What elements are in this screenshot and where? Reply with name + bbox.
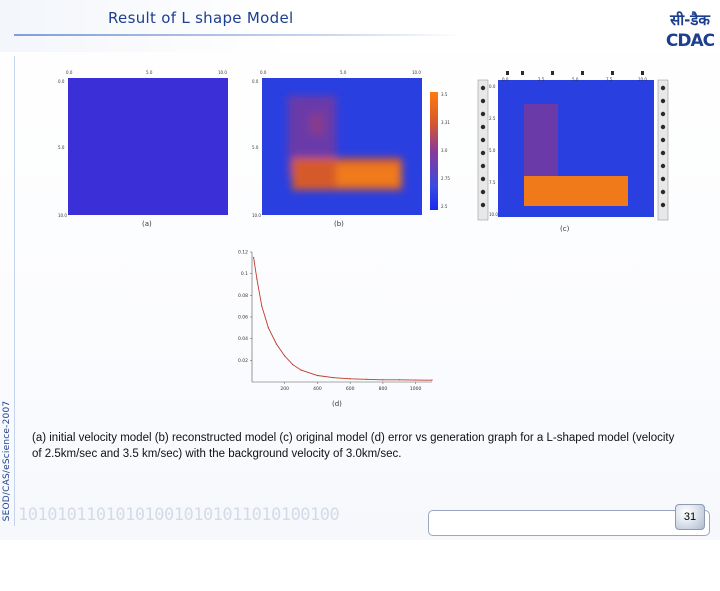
tick-label: 2.5 xyxy=(489,116,496,121)
y-tick-label: 0.04 xyxy=(238,336,248,342)
panel-a-field xyxy=(68,78,228,215)
data-point xyxy=(382,379,384,381)
tick-label: 10.0 xyxy=(252,213,261,218)
footer-binary-decoration: 101010110101010010101011010100100 xyxy=(18,505,340,525)
colorbar-tick: 3.0 xyxy=(441,148,448,153)
colorbar-tick: 3.5 xyxy=(441,92,448,97)
colorbar-gradient xyxy=(430,92,438,210)
data-point xyxy=(415,379,417,381)
tick-label: 10.0 xyxy=(412,70,421,75)
tick-label: 10.0 xyxy=(489,212,498,217)
y-tick-label: 0.02 xyxy=(238,358,248,364)
figure-caption: (a) initial velocity model (b) reconstru… xyxy=(32,432,675,460)
data-point xyxy=(253,256,255,259)
tick-label: 5.0 xyxy=(146,70,153,75)
data-point xyxy=(292,364,294,366)
receiver-markers-left xyxy=(477,79,489,221)
y-tick-label: 0.06 xyxy=(238,315,248,321)
tick-label: 0.0 xyxy=(489,84,496,89)
title-underline xyxy=(14,34,464,36)
tick-label: 5.0 xyxy=(572,77,579,82)
logo-latin: CDAC xyxy=(666,31,715,50)
x-tick-label: 400 xyxy=(313,386,322,392)
source-markers-top xyxy=(506,71,644,75)
panel-c-plot xyxy=(477,71,669,221)
data-point xyxy=(431,379,433,381)
panel-a-label: (a) xyxy=(142,220,152,228)
tick-label: 0.0 xyxy=(58,79,65,84)
data-point xyxy=(349,378,351,380)
colorbar-tick: 2.75 xyxy=(441,176,450,181)
slide-title: Result of L shape Model xyxy=(108,9,294,27)
tick-label: 5.0 xyxy=(489,148,496,153)
data-point xyxy=(267,327,269,329)
tick-label: 10.0 xyxy=(58,213,67,218)
tick-label: 0.0 xyxy=(66,70,73,75)
data-point xyxy=(333,377,335,379)
tick-label: 10.0 xyxy=(218,70,227,75)
data-point xyxy=(261,305,263,307)
tick-label: 0.0 xyxy=(252,79,259,84)
side-rule xyxy=(14,56,15,526)
panel-b: 0.0 5.0 10.0 0.0 5.0 10.0 (b) xyxy=(252,68,452,228)
error-series-line xyxy=(253,257,433,381)
tick-label: 0.0 xyxy=(502,77,509,82)
panel-b-plot xyxy=(262,78,422,215)
panel-d: 200 400 600 800 1000 0.12 0.1 0.08 0.06 0.04 0.02 … xyxy=(222,244,442,414)
cdac-logo: सी-डैक CDAC xyxy=(666,11,716,50)
tick-label: 10.0 xyxy=(638,77,647,82)
y-tick-label: 0.08 xyxy=(238,293,248,299)
panel-b-label: (b) xyxy=(334,220,344,228)
receiver-markers-right xyxy=(657,79,669,221)
panel-c: 0.0 2.5 5.0 7.5 10.0 0.0 2.5 5.0 7.5 10.… xyxy=(476,68,676,238)
panel-d-label: (d) xyxy=(332,400,342,408)
colorbar: 3.5 3.31 3.0 2.75 2.5 xyxy=(430,92,460,212)
tick-label: 0.0 xyxy=(260,70,267,75)
y-tick-label: 0.12 xyxy=(238,250,248,256)
colorbar-tick: 2.5 xyxy=(441,204,448,209)
data-point xyxy=(275,343,278,345)
x-tick-label: 1000 xyxy=(410,386,422,392)
footer-frame xyxy=(428,510,710,536)
x-tick-label: 200 xyxy=(280,386,289,392)
data-point xyxy=(284,355,286,357)
tick-label: 7.5 xyxy=(489,180,496,185)
error-chart: 200 400 600 800 1000 0.12 0.1 0.08 0.06 0.04 0.02 xyxy=(238,250,433,392)
y-tick-label: 0.1 xyxy=(241,271,248,277)
tick-label: 5.0 xyxy=(58,145,65,150)
tick-label: 5.0 xyxy=(252,145,259,150)
side-footer-text: SEOD/CAS/eScience-2007 xyxy=(2,400,12,522)
page-number: 31 xyxy=(675,504,705,530)
tick-label: 5.0 xyxy=(340,70,347,75)
panel-a: 0.0 5.0 10.0 0.0 5.0 10.0 (a) xyxy=(58,68,238,228)
title-band xyxy=(0,0,720,52)
data-point xyxy=(398,379,400,381)
tick-label: 7.5 xyxy=(606,77,613,82)
panel-c-label: (c) xyxy=(560,225,570,233)
data-point xyxy=(300,369,302,371)
data-point xyxy=(365,378,368,380)
data-point xyxy=(316,374,319,377)
x-tick-label: 600 xyxy=(346,386,355,392)
data-point xyxy=(256,278,258,280)
x-tick-label: 800 xyxy=(379,386,388,392)
logo-devanagari: सी-डैक xyxy=(669,11,711,29)
colorbar-tick: 3.31 xyxy=(441,120,450,125)
tick-label: 2.5 xyxy=(538,77,545,82)
